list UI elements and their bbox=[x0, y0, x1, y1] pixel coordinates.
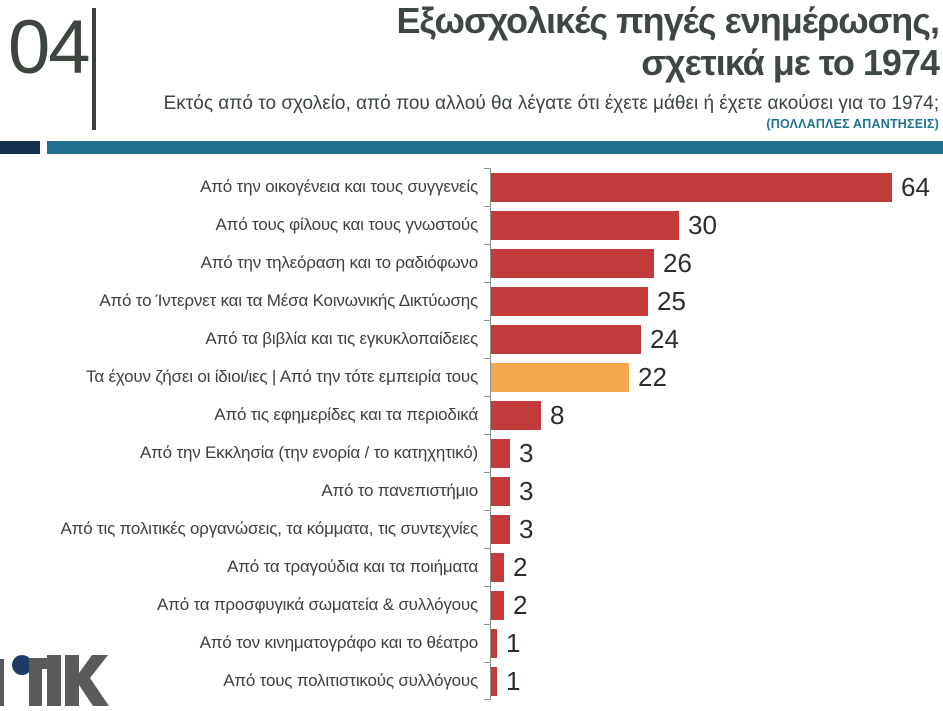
axis-tick bbox=[484, 662, 491, 663]
axis-tick bbox=[484, 586, 491, 587]
value-label: 30 bbox=[688, 210, 717, 240]
logo-letter-k bbox=[65, 655, 109, 706]
value-label: 1 bbox=[506, 666, 521, 696]
divider-band bbox=[0, 141, 943, 154]
title-line-1: Εξωσχολικές πηγές ενημέρωσης, bbox=[396, 0, 940, 41]
chart-row: Από την Εκκλησία (την ενορία / το κατηχη… bbox=[0, 434, 943, 472]
chart-row: Από την τηλεόραση και το ραδιόφωνο 26 bbox=[0, 244, 943, 282]
bar bbox=[491, 324, 641, 354]
value-label: 26 bbox=[663, 248, 692, 278]
category-label: Από τους πολιτιστικούς συλλόγους bbox=[223, 671, 478, 690]
divider-teal-segment bbox=[47, 141, 943, 154]
axis-tick bbox=[484, 699, 491, 700]
bar bbox=[491, 438, 510, 468]
category-label: Από τους φίλους και τους γνωστούς bbox=[215, 215, 479, 234]
logo-rho-stem bbox=[29, 658, 50, 706]
bar bbox=[491, 514, 510, 544]
bar bbox=[491, 552, 504, 582]
category-label: Από τα προσφυγικά σωματεία & συλλόγους bbox=[157, 595, 478, 614]
chart-row: Από την οικογένεια και τους συγγενείς 64 bbox=[0, 168, 943, 206]
axis-tick bbox=[484, 320, 491, 321]
category-label: Από το Ίντερνετ και τα Μέσα Κοινωνικής Δ… bbox=[99, 291, 478, 310]
value-label: 1 bbox=[506, 628, 521, 658]
axis-tick bbox=[484, 206, 491, 207]
header-divider-line bbox=[92, 8, 96, 130]
value-label: 64 bbox=[901, 172, 930, 202]
value-label: 2 bbox=[513, 552, 528, 582]
title-line-2: σχετικά με το 1974 bbox=[641, 42, 940, 84]
category-label: Από τον κινηματογράφο και το θέατρο bbox=[199, 633, 479, 652]
chart-row: Από τον κινηματογράφο και το θέατρο 1 bbox=[0, 624, 943, 662]
category-label: Από τα τραγούδια και τα ποιήματα bbox=[227, 557, 478, 576]
bar bbox=[491, 172, 892, 202]
bar bbox=[491, 248, 654, 278]
logo-letter-i bbox=[47, 655, 61, 706]
axis-tick bbox=[484, 282, 491, 283]
bar bbox=[491, 286, 648, 316]
divider-gap bbox=[40, 141, 47, 154]
bar bbox=[491, 476, 510, 506]
axis-tick bbox=[484, 510, 491, 511]
category-label: Από τις πολιτικές οργανώσεις, τα κόμματα… bbox=[60, 519, 479, 538]
axis-tick bbox=[484, 168, 491, 169]
divider-navy-segment bbox=[0, 141, 40, 154]
page-title: Εξωσχολικές πηγές ενημέρωσης, σχετικά με… bbox=[396, 0, 940, 85]
chart-row: Από τις εφημερίδες και τα περιοδικά 8 bbox=[0, 396, 943, 434]
category-label: Από την τηλεόραση και το ραδιόφωνο bbox=[200, 253, 479, 272]
rik-logo bbox=[0, 655, 109, 706]
axis-tick bbox=[484, 244, 491, 245]
value-label: 3 bbox=[519, 476, 534, 506]
category-label: Από το πανεπιστήμιο bbox=[321, 481, 478, 500]
bar bbox=[491, 210, 679, 240]
value-label: 25 bbox=[657, 286, 686, 316]
axis-tick bbox=[484, 358, 491, 359]
value-label: 24 bbox=[650, 324, 679, 354]
chart-row: Από τα τραγούδια και τα ποιήματα 2 bbox=[0, 548, 943, 586]
axis-tick bbox=[484, 396, 491, 397]
chart-row: Από τους πολιτιστικούς συλλόγους 1 bbox=[0, 662, 943, 700]
category-label: Από τις εφημερίδες και τα περιοδικά bbox=[214, 405, 478, 424]
chart-row: Τα έχουν ζήσει οι ίδιοι/ιες | Από την τό… bbox=[0, 358, 943, 396]
category-label: Τα έχουν ζήσει οι ίδιοι/ιες | Από την τό… bbox=[86, 367, 478, 386]
value-label: 3 bbox=[519, 438, 534, 468]
chart-row: Από το πανεπιστήμιο 3 bbox=[0, 472, 943, 510]
bar-chart: Από την οικογένεια και τους συγγενείς 64… bbox=[0, 168, 943, 700]
category-label: Από τα βιβλία και τις εγκυκλοπαίδειες bbox=[205, 329, 478, 348]
bar bbox=[491, 628, 497, 658]
axis-tick bbox=[484, 624, 491, 625]
survey-question: Εκτός από το σχολείο, από που αλλού θα λ… bbox=[163, 93, 939, 114]
bar bbox=[491, 590, 504, 620]
category-label: Από την Εκκλησία (την ενορία / το κατηχη… bbox=[139, 443, 478, 462]
value-label: 22 bbox=[638, 362, 667, 392]
chart-row: Από τις πολιτικές οργανώσεις, τα κόμματα… bbox=[0, 510, 943, 548]
category-label: Από την οικογένεια και τους συγγενείς bbox=[200, 177, 478, 196]
chart-row: Από το Ίντερνετ και τα Μέσα Κοινωνικής Δ… bbox=[0, 282, 943, 320]
chart-row: Από τα βιβλία και τις εγκυκλοπαίδειες 24 bbox=[0, 320, 943, 358]
value-label: 3 bbox=[519, 514, 534, 544]
logo-navy-dot bbox=[12, 655, 32, 675]
bar bbox=[491, 362, 629, 392]
axis-tick bbox=[484, 472, 491, 473]
chart-row: Από τα προσφυγικά σωματεία & συλλόγους 2 bbox=[0, 586, 943, 624]
axis-tick bbox=[484, 434, 491, 435]
bar bbox=[491, 666, 497, 696]
bar bbox=[491, 400, 541, 430]
multiple-answers-note: (ΠΟΛΛΑΠΛΕΣ ΑΠΑΝΤΗΣΕΙΣ) bbox=[766, 117, 939, 131]
slide-number: 04 bbox=[8, 5, 91, 90]
logo-cropped-stem bbox=[0, 659, 4, 706]
chart-row: Από τους φίλους και τους γνωστούς 30 bbox=[0, 206, 943, 244]
axis-tick bbox=[484, 548, 491, 549]
value-label: 2 bbox=[513, 590, 528, 620]
value-label: 8 bbox=[550, 400, 565, 430]
